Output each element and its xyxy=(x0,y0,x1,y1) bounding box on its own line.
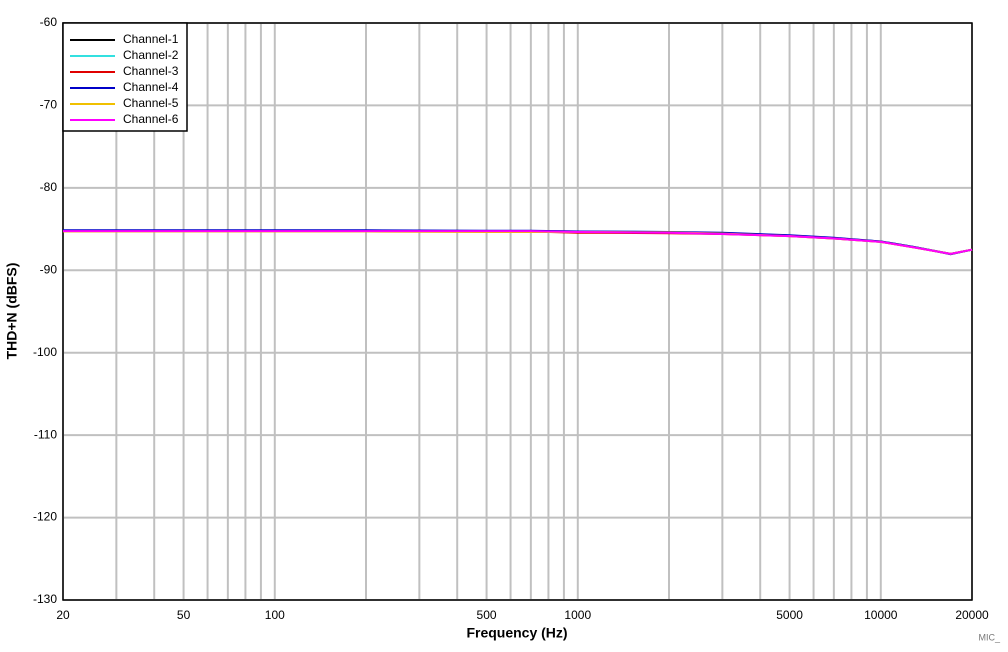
y-tick-label: -120 xyxy=(33,510,57,524)
legend-label: Channel-4 xyxy=(123,80,179,94)
x-tick-label: 500 xyxy=(477,608,497,622)
y-axis-title: THD+N (dBFS) xyxy=(4,263,20,360)
series-line xyxy=(63,230,973,255)
y-tick-label: -80 xyxy=(40,180,58,194)
x-tick-label: 10000 xyxy=(864,608,898,622)
series-line xyxy=(63,230,973,255)
x-tick-label: 100 xyxy=(265,608,285,622)
y-tick-label: -90 xyxy=(40,262,58,276)
x-tick-label: 50 xyxy=(177,608,191,622)
y-tick-label: -130 xyxy=(33,592,57,606)
series-line xyxy=(63,229,973,256)
legend-label: Channel-1 xyxy=(123,32,179,46)
y-tick-label: -100 xyxy=(33,345,57,359)
y-tick-label: -110 xyxy=(34,427,57,441)
legend-label: Channel-6 xyxy=(123,112,179,126)
legend-label: Channel-3 xyxy=(123,64,179,78)
watermark: MIC_ xyxy=(978,632,1000,642)
legend-label: Channel-5 xyxy=(123,96,179,110)
series-line xyxy=(63,230,973,255)
x-tick-label: 5000 xyxy=(776,608,803,622)
x-tick-label: 20 xyxy=(56,608,70,622)
plot-frame xyxy=(62,22,973,601)
x-tick-label: 1000 xyxy=(564,608,591,622)
x-axis-title: Frequency (Hz) xyxy=(466,625,567,641)
y-tick-label: -60 xyxy=(40,15,58,29)
series-line xyxy=(63,230,973,255)
x-tick-label: 20000 xyxy=(955,608,989,622)
y-tick-label: -70 xyxy=(40,98,58,112)
series-line xyxy=(63,230,973,255)
legend-label: Channel-2 xyxy=(123,48,179,62)
